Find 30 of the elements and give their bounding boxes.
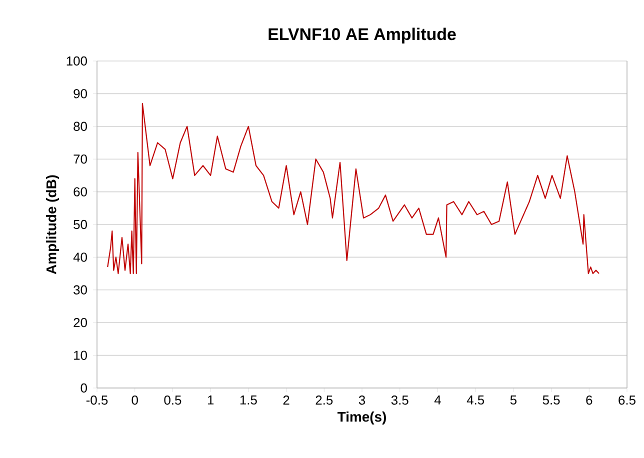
y-tick-label: 30 <box>74 285 87 294</box>
y-tick-label: 60 <box>74 187 87 196</box>
y-tick-label: 50 <box>74 220 87 230</box>
x-tick-label: 0.5 <box>164 396 182 405</box>
y-tick-label: 0 <box>80 383 87 393</box>
y-tick-label: 10 <box>74 350 87 360</box>
x-tick-label: 4 <box>434 396 441 404</box>
x-tick-label: 6 <box>586 396 592 405</box>
y-tick-label: 40 <box>73 252 87 262</box>
line-series <box>107 102 600 274</box>
chart-title: ELVNF10 AE Amplitude <box>268 28 456 44</box>
x-axis-title: Time(s) <box>337 412 386 425</box>
x-tick-label: 5.5 <box>542 396 560 405</box>
x-tick-label: 6.5 <box>618 396 636 405</box>
y-tick-label: 70 <box>74 154 87 164</box>
y-tick-label: 100 <box>66 56 87 66</box>
x-tick-label: 5 <box>510 396 516 405</box>
x-tick-label: -0.5 <box>86 396 108 405</box>
x-tick-label: 3 <box>358 396 366 405</box>
x-tick-label: 4.5 <box>466 396 484 405</box>
y-tick-label: 90 <box>74 89 87 98</box>
y-axis-title: Amplitude (dB) <box>46 175 60 274</box>
x-tick-label: 0 <box>132 396 138 405</box>
x-tick-label: 2.5 <box>316 396 333 405</box>
x-tick-label: 2 <box>283 396 290 405</box>
y-tick-label: 20 <box>74 318 87 328</box>
y-tick-label: 80 <box>74 122 87 131</box>
x-tick-label: 1 <box>208 396 214 404</box>
x-tick-label: 3.5 <box>391 396 408 405</box>
x-tick-label: 1.5 <box>240 396 257 405</box>
